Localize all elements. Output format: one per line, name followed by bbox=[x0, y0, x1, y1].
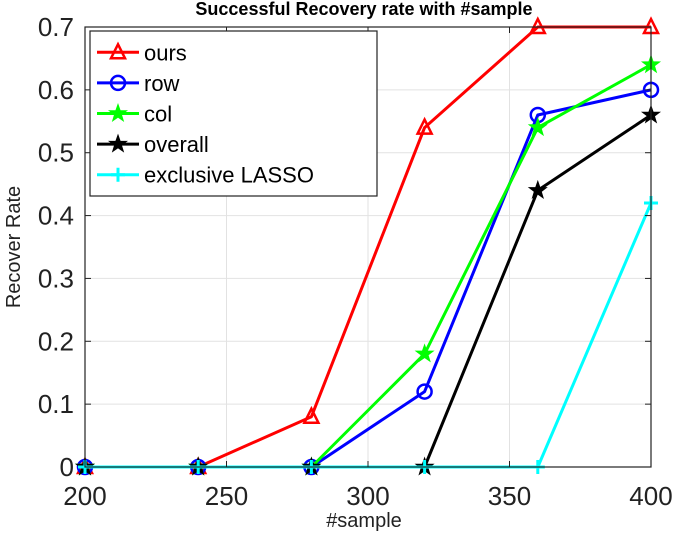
legend-entry-ours: ours bbox=[97, 40, 187, 65]
x-axis-label: #sample bbox=[326, 510, 402, 532]
legend-swatch-marker bbox=[107, 133, 129, 153]
x-tick-label: 400 bbox=[629, 481, 672, 511]
legend-entry-overall: overall bbox=[97, 132, 209, 157]
y-tick-label: 0.3 bbox=[38, 263, 74, 293]
x-tick-label: 200 bbox=[63, 481, 106, 511]
legend-label: ours bbox=[144, 40, 187, 65]
data-point-ours bbox=[415, 116, 434, 135]
chart-title: Successful Recovery rate with #sample bbox=[195, 0, 532, 19]
legend-entry-row: row bbox=[97, 71, 180, 96]
legend-label: overall bbox=[144, 132, 209, 157]
axis-ticks: 200 250 300 350 400 0 0.1 0.2 0.3 0.4 0.5 0.6 0.7 bbox=[38, 12, 673, 511]
data-point-ours bbox=[528, 16, 547, 35]
legend-swatch-marker bbox=[109, 74, 127, 92]
y-tick-label: 0.1 bbox=[38, 389, 74, 419]
data-point-col bbox=[414, 343, 435, 363]
y-tick-label: 0.2 bbox=[38, 326, 74, 356]
x-tick-label: 300 bbox=[346, 481, 389, 511]
legend-label: row bbox=[144, 71, 180, 96]
legend-swatch-marker bbox=[108, 41, 128, 60]
data-point-row bbox=[416, 383, 433, 400]
y-tick-label: 0.5 bbox=[38, 138, 74, 168]
data-point-col bbox=[527, 117, 548, 137]
data-point-overall bbox=[527, 179, 548, 199]
x-tick-label: 250 bbox=[205, 481, 248, 511]
y-tick-label: 0.7 bbox=[38, 12, 74, 42]
legend-entry-col: col bbox=[97, 102, 172, 127]
legend-swatch-marker bbox=[107, 102, 129, 123]
y-axis-label: Recover Rate bbox=[3, 186, 25, 308]
x-tick-label: 350 bbox=[488, 481, 531, 511]
legend-swatch-marker bbox=[111, 167, 125, 182]
data-point-ours bbox=[302, 405, 321, 424]
legend-label: exclusive LASSO bbox=[144, 163, 314, 188]
legend: ours row col overall exclusive LASSO bbox=[89, 30, 378, 197]
y-tick-label: 0.4 bbox=[38, 201, 74, 231]
y-tick-label: 0 bbox=[60, 452, 74, 482]
legend-entry-exclusive-lasso: exclusive LASSO bbox=[97, 163, 314, 188]
y-tick-label: 0.6 bbox=[38, 75, 74, 105]
legend-label: col bbox=[144, 102, 172, 127]
